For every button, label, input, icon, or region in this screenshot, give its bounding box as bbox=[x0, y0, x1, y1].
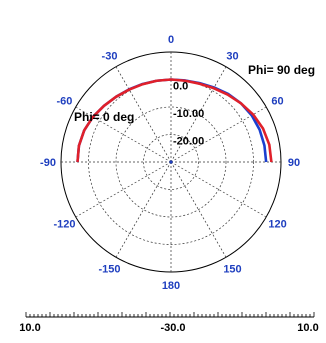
grid-spoke bbox=[115, 161, 172, 258]
angle-tick-label: -30 bbox=[102, 50, 118, 62]
series-layer bbox=[76, 78, 273, 163]
grid-ring bbox=[115, 106, 227, 218]
angle-tick-label: -150 bbox=[98, 264, 120, 276]
angle-tick-label: -120 bbox=[53, 219, 75, 231]
bottom-axis-tick-label: -30.0 bbox=[160, 322, 185, 334]
angle-tick-label: 0 bbox=[168, 34, 174, 46]
bottom-axis-tick-label: 10.0 bbox=[297, 322, 318, 334]
angle-tick-label: 120 bbox=[268, 219, 286, 231]
annotation-phi-0: Phi= 0 deg bbox=[74, 110, 134, 124]
angle-tick-label: 180 bbox=[162, 280, 180, 292]
annotation-phi-90: Phi= 90 deg bbox=[248, 63, 315, 77]
ring-label: -20.00 bbox=[173, 136, 204, 148]
series-line bbox=[76, 78, 273, 163]
ring-label: -10.00 bbox=[173, 108, 204, 120]
angle-tick-label: 60 bbox=[271, 96, 283, 108]
bottom-axis-tick-label: 10.0 bbox=[19, 322, 40, 334]
angle-tick-label: 150 bbox=[223, 264, 241, 276]
angle-tick-label: -90 bbox=[40, 157, 56, 169]
label-layer: 0 30 60 90 150 180 -150 -120 -90 -60 -30 120 0.0 -10.… bbox=[40, 34, 300, 292]
grid-spoke bbox=[75, 161, 172, 218]
bottom-axis: 10.0 -30.0 10.0 bbox=[19, 312, 319, 334]
angle-tick-label: 90 bbox=[288, 157, 300, 169]
polar-grid bbox=[60, 51, 282, 273]
grid-ring bbox=[143, 134, 199, 190]
ring-label: 0.0 bbox=[173, 81, 188, 93]
angle-tick-label: -60 bbox=[57, 96, 73, 108]
center-dot bbox=[169, 160, 173, 164]
angle-tick-label: 30 bbox=[226, 50, 238, 62]
